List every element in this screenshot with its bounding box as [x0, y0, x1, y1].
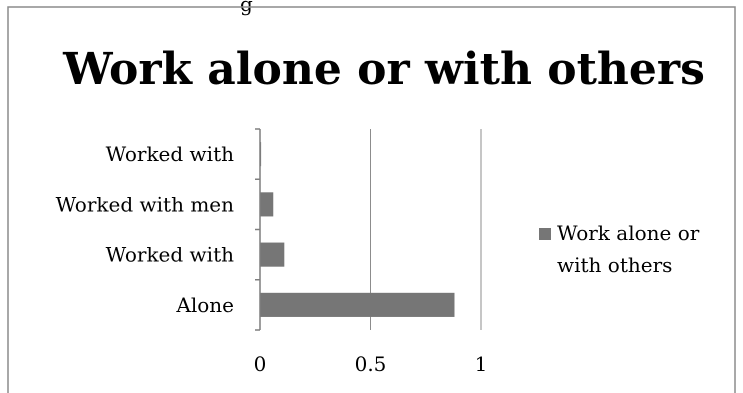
legend-label-line1: Work alone or: [557, 221, 700, 245]
legend-label-line2: with others: [557, 253, 672, 277]
bar-1: [260, 242, 285, 267]
labels: Alone Worked with Worked with men Worked wi…: [56, 142, 488, 376]
x-tick-label-1: 0.5: [355, 352, 387, 376]
chart-title: Work alone or with others: [62, 44, 705, 95]
legend-swatch: [539, 228, 551, 240]
legend: Work alone or with others: [539, 221, 700, 277]
category-label-0: Alone: [175, 293, 234, 317]
category-label-1: Worked with: [106, 243, 234, 267]
axes: [255, 128, 261, 331]
top-caption-partial: g: [240, 0, 253, 16]
chart-frame: [7, 6, 736, 393]
bar-0: [260, 292, 455, 317]
bars: [260, 142, 455, 317]
category-label-3: Worked with: [106, 142, 234, 166]
x-tick-label-0: 0: [254, 352, 267, 376]
bar-2: [260, 192, 274, 217]
x-tick-label-2: 1: [475, 352, 488, 376]
category-label-2: Worked with men: [56, 192, 235, 216]
